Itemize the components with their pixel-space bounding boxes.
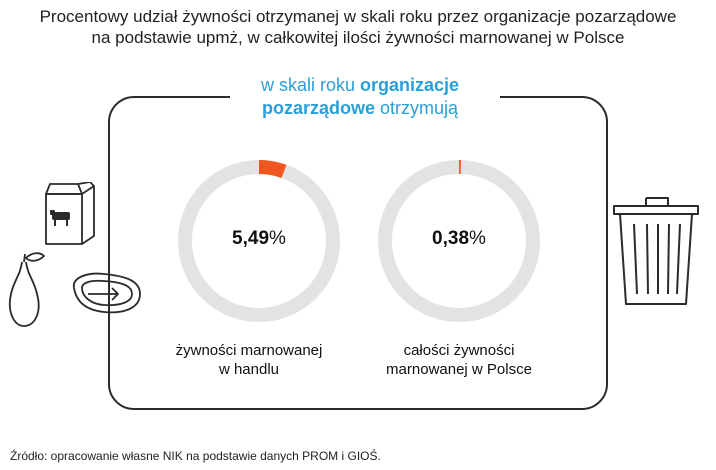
donut-chart-2: 0,38% — [375, 157, 543, 325]
subtitle-suffix: otrzymują — [375, 98, 459, 118]
donut-1-segment — [258, 160, 287, 179]
donut-1-svg — [178, 160, 340, 322]
donut-1-number: 5,49 — [232, 228, 270, 249]
subtitle-prefix: w skali roku — [260, 75, 360, 95]
donut-2-caption: całości żywności marnowanej w Polsce — [359, 341, 559, 379]
donut-2-value: 0,38% — [375, 227, 543, 251]
steak-icon — [73, 272, 141, 314]
pear-icon — [9, 252, 45, 327]
source-note: Źródło: opracowanie własne NIK na podsta… — [10, 449, 381, 463]
donut-2-caption-line-2: marnowanej w Polsce — [386, 361, 532, 378]
donut-1-caption-line-2: w handlu — [218, 361, 280, 378]
frame-gap — [230, 88, 500, 108]
chart-title-line-1: Procentowy udział żywności otrzymanej w … — [39, 7, 677, 26]
donut-1-value: 5,49% — [175, 227, 343, 251]
donut-2-unit: % — [469, 228, 486, 249]
chart-title: Procentowy udział żywności otrzymanej w … — [0, 6, 716, 48]
chart-title-line-2: na podstawie upmż, w całkowitej ilości ż… — [91, 28, 625, 47]
donut-1-caption-line-1: żywności marnowanej — [175, 342, 323, 359]
subtitle-bold-2: pozarządowe — [261, 98, 375, 118]
donut-2-caption-line-1: całości żywności — [403, 342, 515, 359]
milk-carton-icon — [45, 182, 95, 245]
subtitle-line-1: w skali roku organizacje — [215, 74, 505, 97]
trash-bin-icon — [613, 197, 699, 305]
donut-2-number: 0,38 — [432, 228, 470, 249]
donut-2-svg — [378, 160, 540, 322]
donut-1-unit: % — [269, 228, 286, 249]
subtitle-line-2: pozarządowe otrzymują — [215, 97, 505, 120]
donut-chart-1: 5,49% — [175, 157, 343, 325]
chart-subtitle: w skali roku organizacje pozarządowe otr… — [215, 74, 505, 120]
donut-1-caption: żywności marnowanej w handlu — [149, 341, 349, 379]
subtitle-bold-1: organizacje — [359, 75, 460, 95]
